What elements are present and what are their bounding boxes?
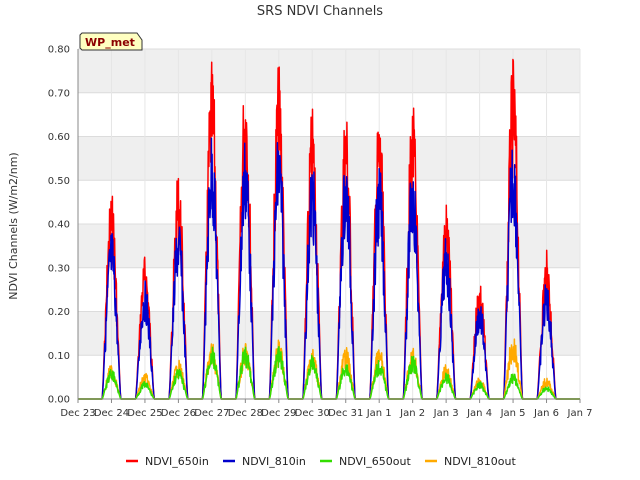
x-tick-label: Dec 26: [161, 408, 196, 419]
x-tick-label: Jan 7: [567, 408, 593, 419]
plot-band: [78, 49, 580, 93]
x-tick-label: Dec 28: [228, 408, 263, 419]
legend-item-ndvi-650in: NDVI_650in: [126, 455, 209, 468]
x-tick-label: Dec 24: [94, 408, 129, 419]
x-tick-label: Jan 2: [399, 408, 425, 419]
x-tick-label: Jan 4: [466, 408, 492, 419]
y-tick-label: 0.00: [48, 395, 70, 406]
y-tick-label: 0.30: [48, 263, 70, 274]
plot-band: [78, 224, 580, 268]
station-badge-label: WP_met: [85, 36, 135, 49]
x-tick-label: Dec 25: [127, 408, 162, 419]
x-tick-label: Jan 1: [366, 408, 392, 419]
x-tick-label: Dec 23: [60, 408, 95, 419]
y-tick-label: 0.70: [48, 88, 70, 99]
x-tick-label: Jan 5: [500, 408, 526, 419]
x-tick-label: Dec 31: [328, 408, 363, 419]
plot-band: [78, 136, 580, 181]
y-tick-label: 0.50: [48, 176, 70, 187]
legend-item-ndvi-810out: NDVI_810out: [425, 455, 516, 468]
legend-item-ndvi-650out: NDVI_650out: [320, 455, 411, 468]
x-tick-label: Dec 29: [261, 408, 296, 419]
legend-item-ndvi-810in: NDVI_810in: [223, 455, 306, 468]
y-ticks: 0.00 0.10 0.20 0.30 0.40 0.50 0.60 0.70 0.80: [48, 45, 70, 406]
y-tick-label: 0.20: [48, 307, 70, 318]
chart-title: SRS NDVI Channels: [257, 4, 383, 19]
x-tick-label: Jan 3: [433, 408, 459, 419]
y-tick-label: 0.10: [48, 351, 70, 362]
y-axis-label: NDVI Channels (W/m2/nm): [7, 152, 20, 299]
y-tick-label: 0.40: [48, 220, 70, 231]
legend-label: NDVI_810in: [242, 455, 306, 468]
x-tick-label: Jan 6: [533, 408, 559, 419]
legend: NDVI_650in NDVI_810in NDVI_650out NDVI_810o…: [126, 455, 516, 468]
legend-label: NDVI_650in: [145, 455, 209, 468]
legend-label: NDVI_650out: [339, 455, 411, 468]
x-tick-label: Dec 30: [295, 408, 330, 419]
axes: [77, 49, 580, 400]
y-tick-label: 0.80: [48, 45, 70, 56]
station-badge: WP_met: [79, 32, 143, 51]
y-tick-label: 0.60: [48, 132, 70, 143]
x-tick-label: Dec 27: [194, 408, 229, 419]
legend-label: NDVI_810out: [444, 455, 516, 468]
plot-band: [78, 311, 580, 356]
